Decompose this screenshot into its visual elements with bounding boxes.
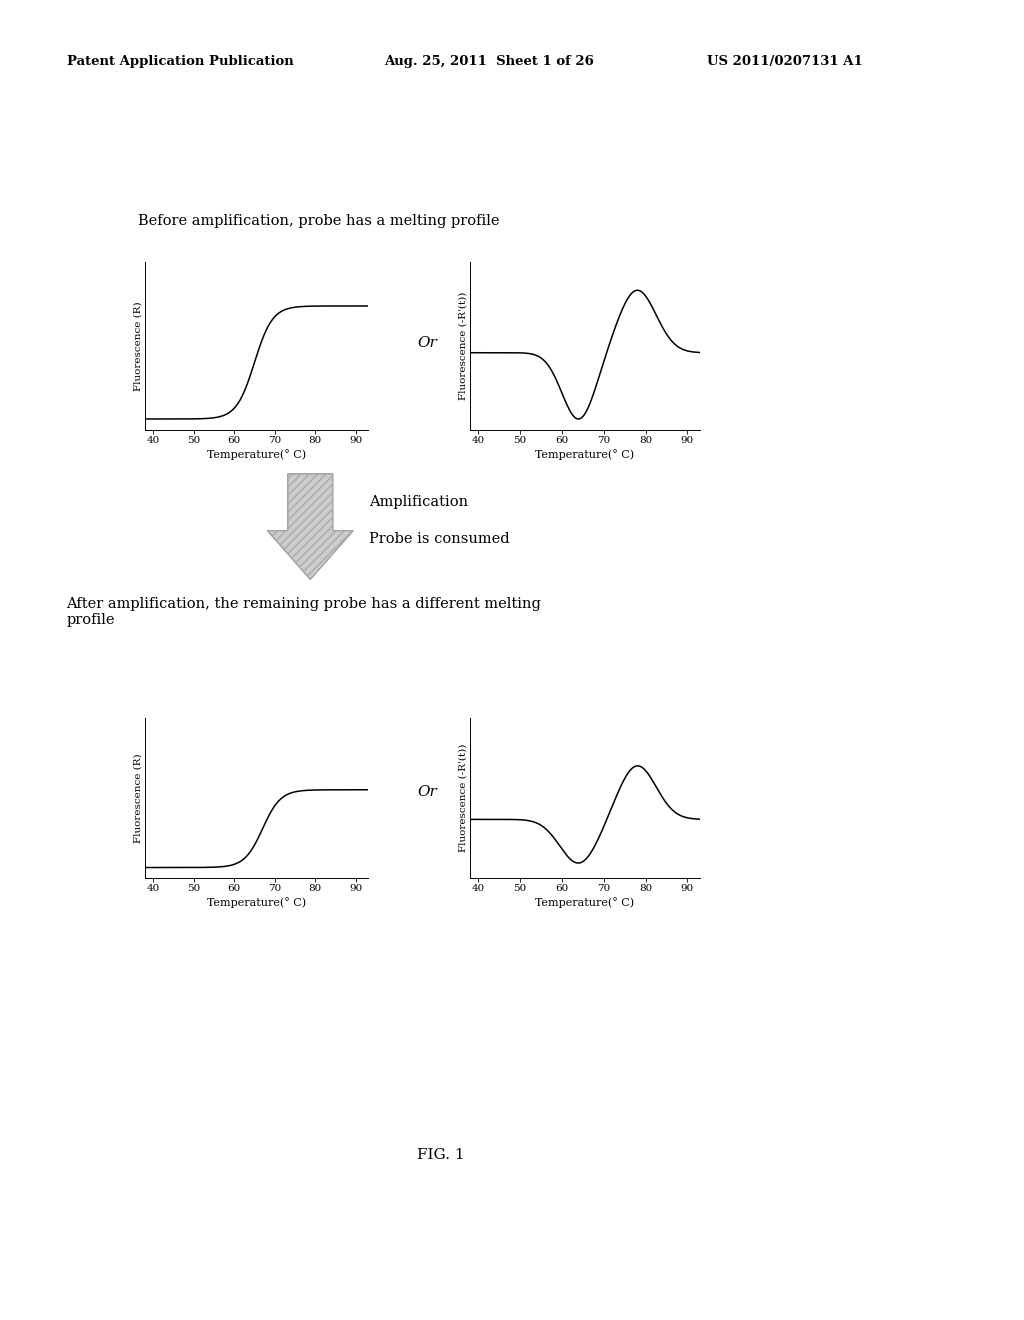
Y-axis label: Fluorescence (R): Fluorescence (R) bbox=[133, 301, 142, 391]
Y-axis label: Fluorescence (-R'(t)): Fluorescence (-R'(t)) bbox=[458, 743, 467, 853]
X-axis label: Temperature(° C): Temperature(° C) bbox=[536, 898, 635, 908]
Y-axis label: Fluorescence (R): Fluorescence (R) bbox=[133, 754, 142, 842]
Text: Aug. 25, 2011  Sheet 1 of 26: Aug. 25, 2011 Sheet 1 of 26 bbox=[384, 55, 594, 69]
Text: Patent Application Publication: Patent Application Publication bbox=[67, 55, 293, 69]
Text: Or: Or bbox=[418, 785, 437, 799]
Text: Or: Or bbox=[418, 337, 437, 350]
Text: After amplification, the remaining probe has a different melting
profile: After amplification, the remaining probe… bbox=[67, 597, 542, 627]
X-axis label: Temperature(° C): Temperature(° C) bbox=[207, 449, 306, 461]
Text: Before amplification, probe has a melting profile: Before amplification, probe has a meltin… bbox=[138, 214, 500, 228]
Text: Amplification: Amplification bbox=[369, 495, 468, 508]
Text: US 2011/0207131 A1: US 2011/0207131 A1 bbox=[707, 55, 862, 69]
X-axis label: Temperature(° C): Temperature(° C) bbox=[207, 898, 306, 908]
Text: Probe is consumed: Probe is consumed bbox=[369, 532, 509, 545]
X-axis label: Temperature(° C): Temperature(° C) bbox=[536, 449, 635, 461]
Text: FIG. 1: FIG. 1 bbox=[417, 1148, 464, 1163]
Y-axis label: Fluorescence (-R'(t)): Fluorescence (-R'(t)) bbox=[458, 292, 467, 400]
